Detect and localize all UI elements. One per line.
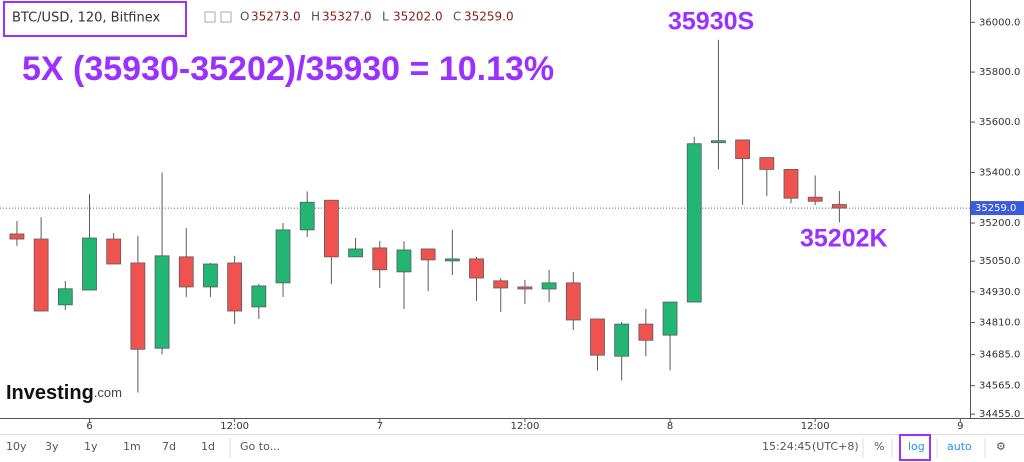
x-tick-label: 12:00	[801, 421, 830, 432]
y-tick-label: 35050.0	[979, 256, 1020, 267]
candle-body	[590, 318, 605, 356]
x-tick-label: 8	[667, 421, 673, 432]
range-button[interactable]: 1y	[84, 440, 98, 453]
ohlc-key: L	[382, 10, 389, 24]
x-tick-label: 9	[957, 421, 963, 432]
candle-body	[420, 248, 436, 261]
y-tick-label: 34685.0	[979, 350, 1020, 361]
last-price-label: 35259.0	[975, 203, 1016, 214]
candle-body	[686, 143, 702, 303]
y-tick-label: 36000.0	[979, 17, 1020, 28]
last-price-badge	[971, 201, 1024, 216]
candle-body	[444, 258, 460, 262]
candle-body	[831, 204, 847, 209]
candle-body	[759, 157, 775, 170]
candle-body	[106, 238, 122, 265]
clock: 15:24:45	[762, 440, 811, 453]
y-tick-label: 34565.0	[979, 381, 1020, 392]
watermark-suffix: .com	[94, 385, 122, 400]
range-button[interactable]: 1m	[123, 440, 141, 453]
range-button[interactable]: 3y	[45, 440, 59, 453]
percent-toggle[interactable]: %	[874, 440, 884, 453]
settings-button[interactable]: ⚙	[996, 440, 1006, 453]
candle-body	[614, 323, 630, 357]
candle-body	[517, 286, 533, 290]
x-tick-label: 12:00	[220, 421, 249, 432]
annotation: 35930S	[668, 8, 754, 36]
candle-body	[323, 199, 339, 258]
icon[interactable]	[204, 11, 216, 23]
candle-body	[493, 280, 509, 289]
candle-body	[372, 247, 388, 271]
ohlc-key: H	[311, 10, 320, 24]
watermark: Investing.com	[6, 382, 122, 404]
candle-body	[299, 201, 315, 231]
candle-body	[541, 282, 557, 290]
candle-body	[154, 255, 170, 349]
candle-body	[783, 168, 799, 199]
y-tick-label: 35600.0	[979, 117, 1020, 128]
candle-body	[807, 196, 823, 202]
ohlc-value: 35327.0	[322, 10, 372, 24]
y-tick-label: 35400.0	[979, 167, 1020, 178]
y-tick-label: 35800.0	[979, 67, 1020, 78]
x-tick-label: 7	[377, 421, 383, 432]
candle-body	[178, 256, 194, 288]
ohlc-legend: O 35273.0 H 35327.0 L 35202.0 C 35259.0	[240, 10, 514, 24]
candle-body	[9, 233, 25, 240]
candle-body	[251, 285, 267, 308]
timezone[interactable]: (UTC+8)	[812, 440, 859, 453]
candle-body	[130, 262, 146, 350]
log-toggle[interactable]: log	[908, 440, 925, 453]
y-tick-label: 34455.0	[979, 409, 1020, 420]
symbol: BTC/USD, 120, Bitfinex	[12, 11, 160, 26]
icon[interactable]	[220, 11, 232, 23]
ohlc-value: 35273.0	[251, 10, 301, 24]
annotation: 35202K	[800, 225, 888, 253]
ohlc-value: 35202.0	[393, 10, 443, 24]
candle-body	[638, 323, 654, 341]
goto-button[interactable]: Go to...	[240, 440, 280, 453]
y-tick-label: 35200.0	[979, 218, 1020, 229]
auto-toggle[interactable]: auto	[947, 440, 972, 453]
candle-body	[57, 288, 73, 306]
candle-body	[33, 238, 49, 312]
y-tick-label: 34930.0	[979, 287, 1020, 298]
candle-body	[348, 248, 363, 258]
log-highlight	[899, 434, 931, 461]
candle-body	[82, 237, 97, 291]
x-tick-label: 12:00	[510, 421, 539, 432]
candle-body	[735, 139, 751, 159]
ohlc-key: C	[453, 10, 461, 24]
x-tick-label: 6	[86, 421, 92, 432]
range-button[interactable]: 1d	[201, 440, 215, 453]
ohlc-value: 35259.0	[464, 10, 514, 24]
ohlc-key: O	[240, 10, 249, 24]
candle-body	[565, 282, 581, 321]
range-button[interactable]: 7d	[162, 440, 176, 453]
candle-body	[662, 301, 678, 336]
candle-body	[469, 258, 484, 279]
symbol-highlight	[3, 1, 187, 37]
range-button[interactable]: 10y	[6, 440, 27, 453]
watermark-brand: Investing	[6, 382, 94, 404]
candle-body	[711, 140, 726, 144]
candle-body	[275, 229, 291, 284]
annotation: 5X (35930-35202)/35930 = 10.13%	[22, 50, 554, 88]
candle-body	[203, 263, 218, 288]
candle-body	[227, 262, 243, 312]
y-tick-label: 34810.0	[979, 318, 1020, 329]
candle-body	[396, 249, 412, 273]
